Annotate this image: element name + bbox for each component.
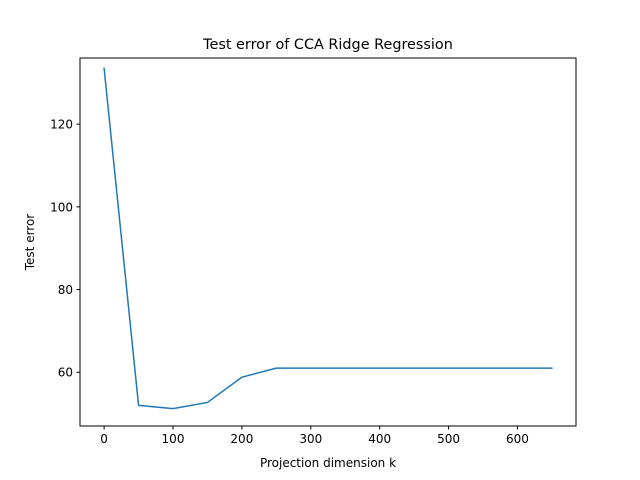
y-axis-ticks: 60 80 100 120 — [50, 118, 80, 380]
x-tick-label: 600 — [506, 432, 529, 446]
y-tick-label: 60 — [58, 366, 73, 380]
x-tick-label: 400 — [368, 432, 391, 446]
x-tick-label: 100 — [162, 432, 185, 446]
axes-frame — [79, 57, 577, 427]
y-tick-label: 80 — [58, 283, 73, 297]
x-tick-label: 200 — [230, 432, 253, 446]
y-tick-label: 100 — [50, 200, 73, 214]
x-tick-label: 0 — [100, 432, 108, 446]
y-axis-label: Test error — [23, 214, 37, 272]
x-axis-ticks: 0 100 200 300 400 500 600 — [100, 426, 529, 446]
x-tick-label: 300 — [299, 432, 322, 446]
x-tick-label: 500 — [437, 432, 460, 446]
series-line — [103, 67, 553, 410]
chart-title: Test error of CCA Ridge Regression — [202, 37, 453, 53]
series-layer — [103, 67, 553, 410]
x-axis-label: Projection dimension k — [260, 456, 396, 470]
y-tick-label: 120 — [50, 118, 73, 132]
